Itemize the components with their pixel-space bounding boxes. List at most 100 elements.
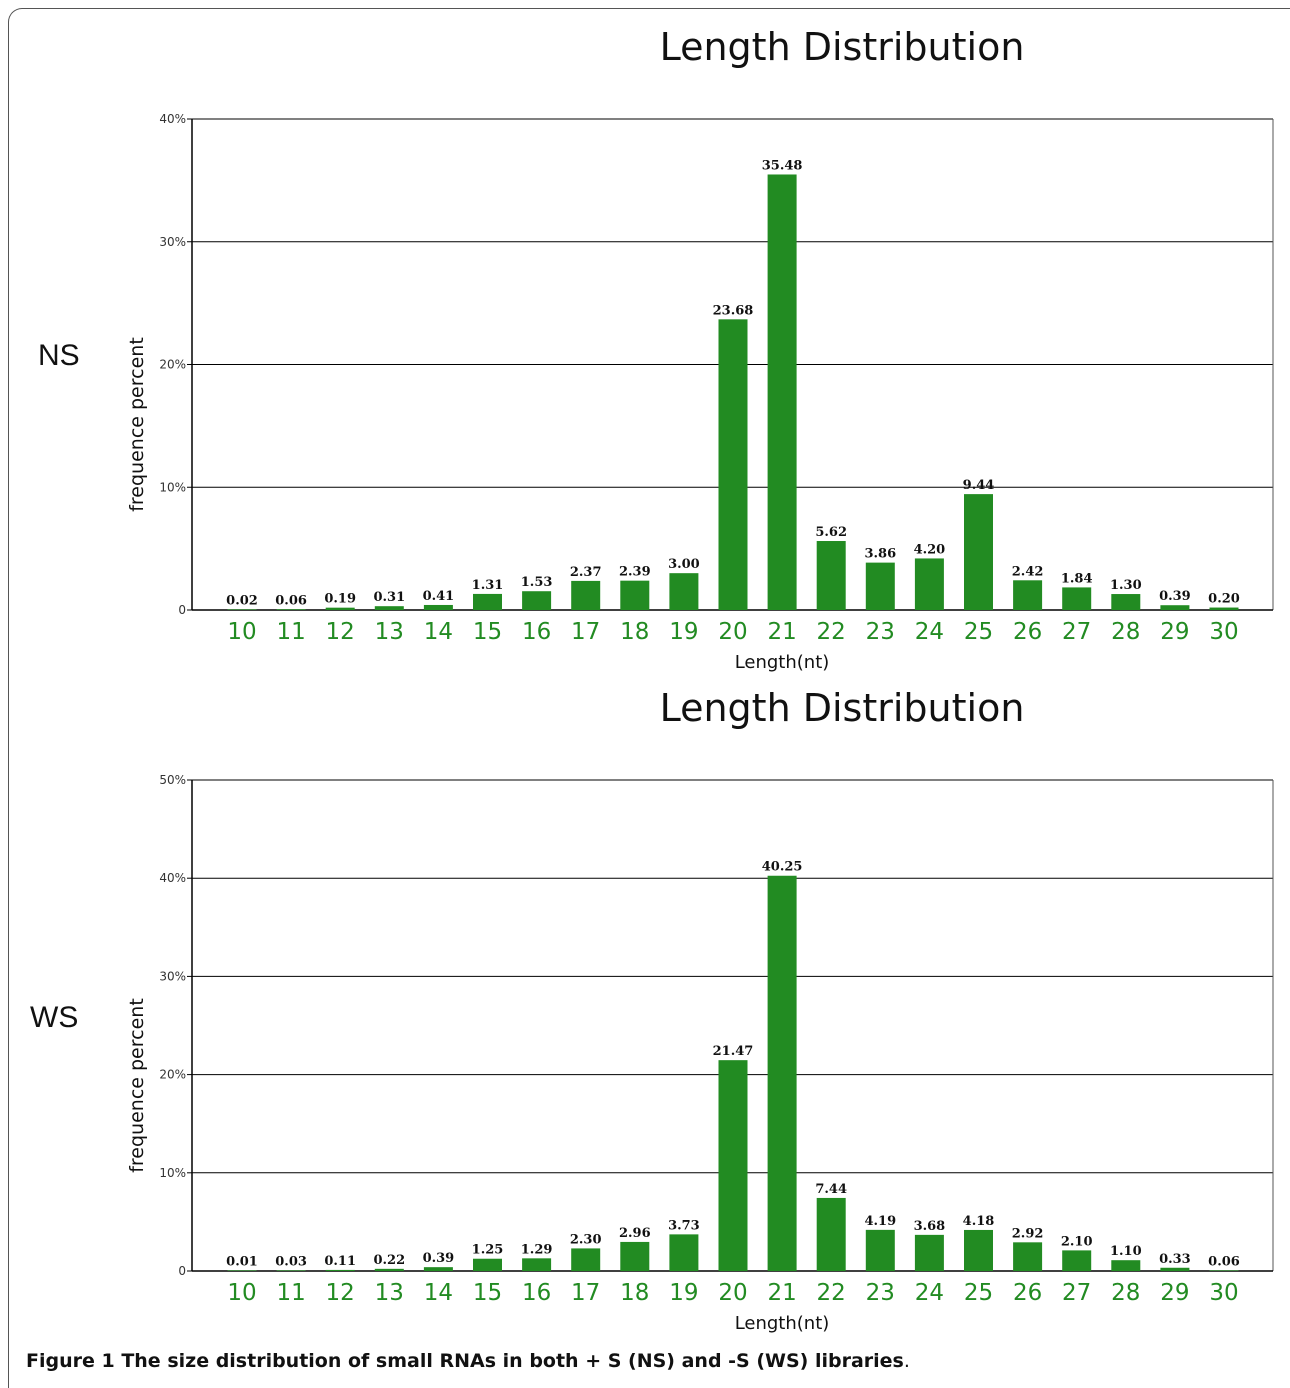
panel2-bar <box>767 875 797 1271</box>
panel1-x-tick-label: 14 <box>424 619 453 645</box>
panel2-data-label: 2.30 <box>570 1232 602 1247</box>
figure-frame <box>8 8 1290 1388</box>
panel2-data-label: 7.44 <box>815 1182 847 1197</box>
panel2-x-tick-label: 12 <box>326 1280 355 1306</box>
panel2-chart-title: Length Distribution <box>660 686 1025 730</box>
panel1-data-label: 5.62 <box>815 525 847 540</box>
panel1-data-label: 0.19 <box>324 592 356 607</box>
panel1-data-label: 1.30 <box>1110 578 1142 593</box>
panel2-bar <box>227 1270 257 1271</box>
panel2-data-label: 0.01 <box>226 1254 258 1269</box>
panel2-data-label: 0.11 <box>324 1254 356 1269</box>
panel1-x-tick-label: 20 <box>718 619 747 645</box>
panel1-data-label: 0.31 <box>373 590 405 605</box>
panel2-data-label: 0.33 <box>1159 1252 1191 1267</box>
panel2-bar <box>914 1234 944 1271</box>
panel1-panel-label: NS <box>38 339 80 372</box>
panel2-data-label: 21.47 <box>713 1044 754 1059</box>
panel1-data-label: 2.39 <box>619 565 651 580</box>
charts-canvas: Length Distribution NS 0 10% 20% 30% 40% freque… <box>30 25 1274 1334</box>
panel2-bar <box>571 1248 601 1271</box>
panel1-y-tick-label: 40% <box>159 112 186 126</box>
panel1-x-tick-label: 10 <box>227 619 256 645</box>
panel2-y-tick-label: 30% <box>159 969 186 983</box>
panel1-x-tick-label: 28 <box>1111 619 1140 645</box>
panel2-x-tick-label: 27 <box>1062 1280 1091 1306</box>
panel1-y-axis-label: frequence percent <box>126 337 148 512</box>
panel1-bar <box>914 558 944 610</box>
panel1-bar <box>1062 587 1092 610</box>
panel2-data-label: 0.03 <box>275 1254 307 1269</box>
panel1-x-tick-label: 24 <box>915 619 944 645</box>
panel2-x-axis-label: Length(nt) <box>735 1313 830 1334</box>
panel1-y-tick-label: 20% <box>159 358 186 372</box>
panel2-bar <box>374 1268 404 1271</box>
panel2-x-tick-label: 18 <box>620 1280 649 1306</box>
panel1-data-label: 0.39 <box>1159 589 1191 604</box>
panel1-x-tick-label: 11 <box>276 619 305 645</box>
panel2-bar <box>423 1267 453 1271</box>
panel1-bar <box>718 319 748 610</box>
panel2-x-tick-label: 23 <box>866 1280 895 1306</box>
panel2-data-label: 1.25 <box>472 1243 504 1258</box>
panel1-bar <box>620 580 650 610</box>
panel1-chart-title: Length Distribution <box>660 25 1025 69</box>
panel1-data-label: 4.20 <box>914 542 946 557</box>
panel2-y-tick-label: 0 <box>178 1264 186 1278</box>
panel2-data-label: 1.10 <box>1110 1244 1142 1259</box>
panel1-bar <box>669 573 699 610</box>
panel2-x-tick-label: 25 <box>964 1280 993 1306</box>
panel1-data-label: 1.84 <box>1061 571 1093 586</box>
panel2-data-label: 2.92 <box>1012 1226 1044 1241</box>
panel1-data-label: 0.06 <box>275 593 307 608</box>
panel1-data-label: 35.48 <box>762 158 803 173</box>
panel1-x-tick-label: 15 <box>473 619 502 645</box>
figure-caption: Figure 1 The size distribution of small … <box>26 1350 910 1372</box>
panel1-x-tick-label: 21 <box>767 619 796 645</box>
panel1-bar <box>1013 580 1043 610</box>
panel1-bar <box>423 604 453 610</box>
panel2-y-axis-label: frequence percent <box>126 998 148 1173</box>
panel2-bar <box>669 1234 699 1271</box>
panel1-bar <box>522 591 552 610</box>
panel1-bar <box>1160 605 1190 610</box>
panel2-bar <box>276 1270 306 1271</box>
panel1-bar <box>1209 607 1239 610</box>
panel1-x-tick-label: 25 <box>964 619 993 645</box>
panel2-data-label: 3.68 <box>914 1219 946 1234</box>
panel1-y-tick-label: 10% <box>159 480 186 494</box>
panel2-x-tick-label: 26 <box>1013 1280 1042 1306</box>
panel1-data-label: 0.20 <box>1208 592 1240 607</box>
panel2-bar <box>1013 1242 1043 1271</box>
panel1-data-label: 0.41 <box>423 589 455 604</box>
panel2-panel-label: WS <box>30 1001 78 1034</box>
panel2-x-tick-label: 20 <box>718 1280 747 1306</box>
panel1-bar <box>227 609 257 610</box>
panel1-x-tick-label: 23 <box>866 619 895 645</box>
panel1-x-tick-label: 16 <box>522 619 551 645</box>
panel1-data-label: 3.86 <box>864 547 896 562</box>
panel1-data-label: 1.31 <box>472 578 504 593</box>
panel1-data-label: 2.37 <box>570 565 602 580</box>
panel1-bar <box>816 541 846 610</box>
panel2-y-tick-label: 50% <box>159 773 186 787</box>
panel2-data-label: 40.25 <box>762 860 803 875</box>
panel2-data-label: 0.06 <box>1208 1254 1240 1269</box>
panel1-data-label: 9.44 <box>963 478 995 493</box>
panel2-x-tick-label: 29 <box>1160 1280 1189 1306</box>
panel1-x-tick-label: 29 <box>1160 619 1189 645</box>
panel2-data-label: 0.39 <box>423 1251 455 1266</box>
panel2-x-tick-label: 11 <box>276 1280 305 1306</box>
panel1-x-tick-label: 30 <box>1209 619 1238 645</box>
panel1-y-tick-label: 0 <box>178 603 186 617</box>
panel1-x-tick-label: 26 <box>1013 619 1042 645</box>
panel2-bar <box>1160 1267 1190 1271</box>
panel1-x-tick-label: 19 <box>669 619 698 645</box>
panel2-bar <box>865 1229 895 1271</box>
panel2-data-label: 1.29 <box>521 1242 553 1257</box>
panel2-x-tick-label: 22 <box>817 1280 846 1306</box>
panel2-data-label: 4.19 <box>864 1214 896 1229</box>
panel2-bar <box>1062 1250 1092 1271</box>
panel1-data-label: 23.68 <box>713 303 754 318</box>
panel2-bar <box>522 1258 552 1271</box>
